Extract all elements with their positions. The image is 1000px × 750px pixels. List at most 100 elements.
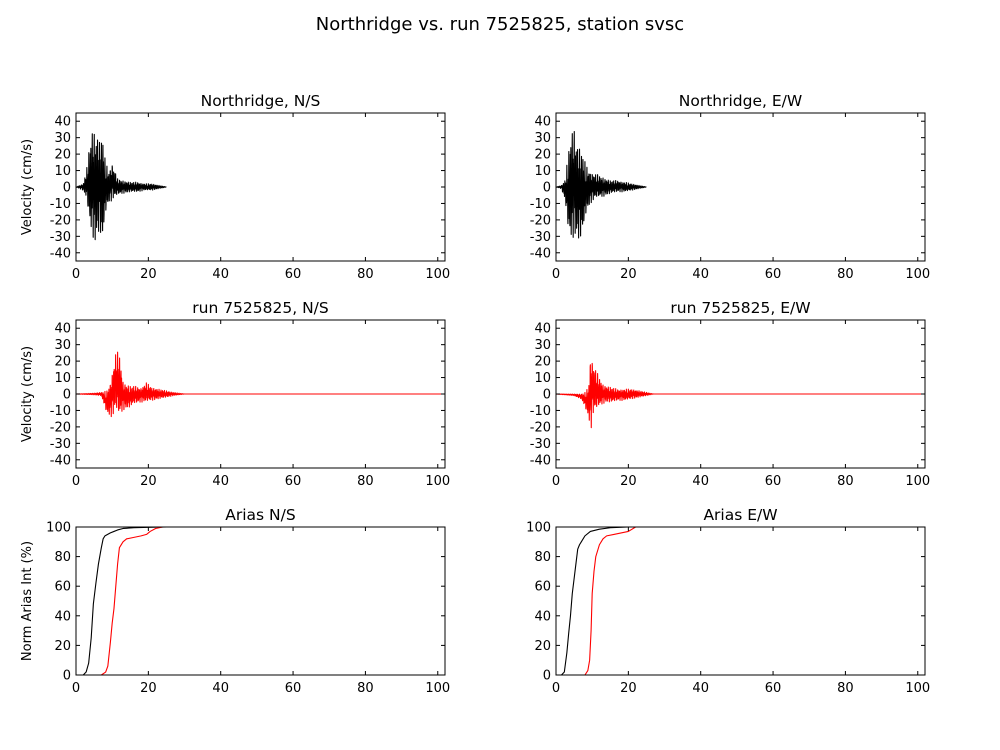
- series-line-2: [556, 527, 925, 675]
- x-tick-label: 100: [905, 474, 930, 489]
- series-group: [76, 527, 445, 675]
- series-line-1: [556, 131, 647, 239]
- y-tick-label: -40: [530, 453, 551, 468]
- subplot-title: Northridge, N/S: [201, 92, 321, 110]
- y-tick-label: -40: [530, 246, 551, 261]
- series-line-2: [76, 527, 445, 675]
- subplot-grid: Northridge, N/S Velocity (cm/s) 0 20 40 60 80 1…: [20, 92, 930, 696]
- x-tick-label: 60: [765, 681, 782, 696]
- y-tick-label: 10: [54, 164, 71, 179]
- y-tick-label: 60: [534, 580, 551, 595]
- y-tick-label: 40: [54, 322, 71, 337]
- y-tick-label: -10: [530, 404, 551, 419]
- series-line-1: [76, 351, 445, 418]
- y-tick-label: 40: [534, 609, 551, 624]
- x-tick-label: 60: [285, 681, 302, 696]
- x-tick-label: 40: [692, 267, 709, 282]
- series-group: [76, 351, 445, 418]
- x-tick-label: 0: [552, 267, 560, 282]
- y-tick-label: 100: [526, 521, 551, 536]
- subplot-title: Arias N/S: [225, 506, 295, 524]
- subplot-title: Northridge, E/W: [679, 92, 802, 110]
- y-tick-label: 60: [54, 580, 71, 595]
- y-tick-label: 20: [534, 355, 551, 370]
- x-tick-label: 80: [357, 474, 374, 489]
- y-tick-label: -20: [530, 213, 551, 228]
- y-tick-label: 10: [534, 371, 551, 386]
- series-group: [556, 527, 925, 675]
- y-tick-label: 0: [543, 181, 551, 196]
- y-tick-label: 40: [54, 115, 71, 130]
- x-tick-label: 0: [72, 267, 80, 282]
- plot-frame: [555, 526, 926, 676]
- y-axis-label: Velocity (cm/s): [20, 139, 35, 235]
- y-tick-label: 20: [534, 639, 551, 654]
- x-tick-label: 20: [620, 681, 637, 696]
- y-tick-label: -30: [530, 437, 551, 452]
- y-tick-label: -10: [50, 404, 71, 419]
- y-tick-label: -30: [50, 437, 71, 452]
- x-tick-label: 80: [357, 681, 374, 696]
- y-tick-label: 40: [534, 115, 551, 130]
- x-tick-label: 0: [552, 681, 560, 696]
- y-tick-label: 80: [534, 550, 551, 565]
- x-tick-label: 0: [72, 681, 80, 696]
- y-tick-label: -10: [530, 197, 551, 212]
- x-tick-label: 100: [425, 474, 450, 489]
- y-tick-label: 0: [543, 388, 551, 403]
- x-tick-label: 40: [692, 681, 709, 696]
- x-tick-label: 40: [212, 267, 229, 282]
- x-tick-label: 40: [212, 681, 229, 696]
- x-tick-label: 100: [905, 267, 930, 282]
- x-tick-label: 0: [552, 474, 560, 489]
- y-tick-label: 20: [54, 148, 71, 163]
- subplot-3: run 7525825, N/S Velocity (cm/s) 0 20 40 60 80…: [20, 299, 450, 489]
- plot-frame: [75, 526, 446, 676]
- x-tick-label: 20: [140, 681, 157, 696]
- y-tick-label: 10: [534, 164, 551, 179]
- subplot-5: Arias N/S Norm Arias Int (%) 0 20 40 60 80 100 1…: [20, 506, 450, 696]
- y-tick-label: 0: [543, 669, 551, 684]
- x-tick-label: 20: [620, 267, 637, 282]
- y-tick-label: 30: [534, 338, 551, 353]
- x-tick-label: 20: [140, 267, 157, 282]
- y-axis-label: Norm Arias Int (%): [20, 541, 35, 661]
- x-tick-label: 20: [140, 474, 157, 489]
- subplot-title: Arias E/W: [703, 506, 777, 524]
- y-tick-label: 100: [46, 521, 71, 536]
- y-tick-label: -10: [50, 197, 71, 212]
- x-tick-label: 100: [905, 681, 930, 696]
- x-tick-label: 100: [425, 681, 450, 696]
- x-tick-label: 80: [357, 267, 374, 282]
- subplot-2: Northridge, E/W0 20 40 60 80 100403020100-10-…: [530, 92, 930, 282]
- x-tick-label: 100: [425, 267, 450, 282]
- series-group: [556, 362, 925, 429]
- figure-title: Northridge vs. run 7525825, station svsc: [316, 14, 684, 35]
- x-tick-label: 40: [692, 474, 709, 489]
- y-tick-label: 10: [54, 371, 71, 386]
- y-tick-label: -40: [50, 453, 71, 468]
- y-tick-label: 30: [534, 131, 551, 146]
- y-tick-label: 80: [54, 550, 71, 565]
- x-tick-label: 0: [72, 474, 80, 489]
- y-tick-label: 0: [63, 181, 71, 196]
- x-tick-label: 80: [837, 267, 854, 282]
- y-tick-label: -20: [530, 420, 551, 435]
- y-tick-label: 40: [534, 322, 551, 337]
- x-tick-label: 20: [620, 474, 637, 489]
- x-tick-label: 60: [285, 474, 302, 489]
- subplot-1: Northridge, N/S Velocity (cm/s) 0 20 40 60 80 1…: [20, 92, 450, 282]
- y-tick-label: -40: [50, 246, 71, 261]
- subplot-6: Arias E/W 0 20 40 60 80 100 100 80 60 40 20 0: [526, 506, 930, 696]
- y-axis-label: Velocity (cm/s): [20, 346, 35, 442]
- series-line-1: [76, 133, 167, 241]
- series-line-1: [76, 527, 445, 675]
- subplot-title: run 7525825, N/S: [192, 299, 329, 317]
- x-tick-label: 80: [837, 474, 854, 489]
- y-tick-label: 20: [54, 639, 71, 654]
- series-group: [76, 133, 167, 241]
- y-tick-label: -20: [50, 213, 71, 228]
- x-tick-label: 60: [765, 474, 782, 489]
- subplot-title: run 7525825, E/W: [670, 299, 810, 317]
